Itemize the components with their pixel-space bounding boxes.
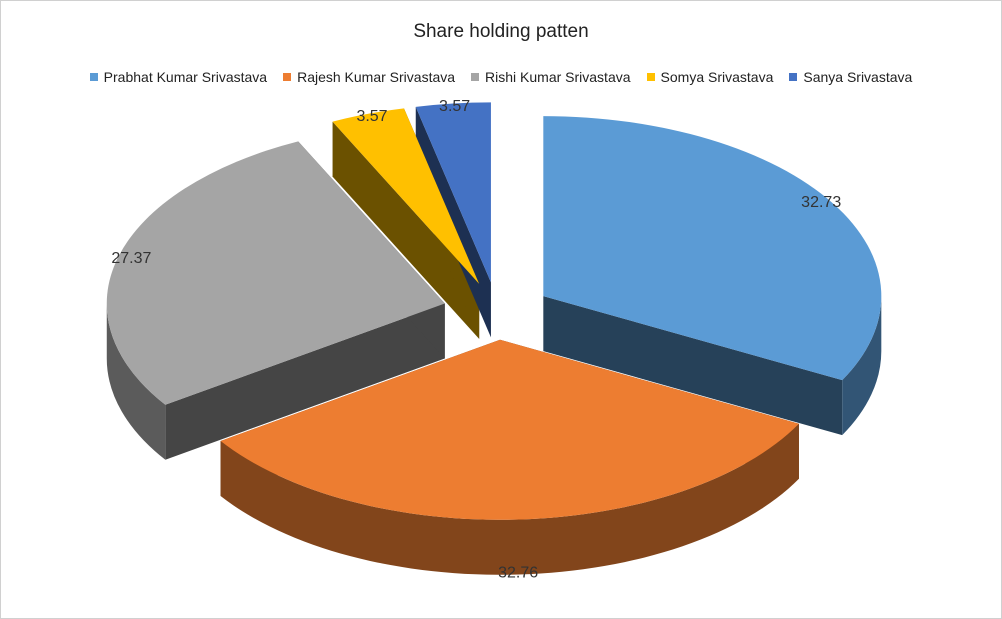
pie-slice-4	[415, 102, 491, 283]
data-label: 32.73	[801, 194, 841, 211]
legend-swatch	[471, 73, 480, 81]
pie-slice-side	[543, 296, 843, 436]
legend-label: Prabhat Kumar Srivastava	[103, 69, 268, 85]
pie-slice-3	[332, 108, 480, 284]
data-label: 32.76	[498, 565, 538, 582]
legend-item-1: Rajesh Kumar Srivastava	[283, 69, 455, 85]
pie-slice-side	[332, 121, 480, 339]
legend-swatch	[646, 73, 655, 81]
pie-slice-front	[106, 303, 166, 460]
legend-swatch	[283, 73, 292, 81]
pie-slice-front	[220, 423, 799, 575]
chart-legend: Prabhat Kumar Srivastava Rajesh Kumar Sr…	[1, 69, 1001, 85]
legend-label: Somya Srivastava	[660, 69, 774, 85]
legend-item-4: Sanya Srivastava	[789, 69, 912, 85]
pie-slice-0	[543, 116, 882, 381]
legend-item-2: Rishi Kumar Srivastava	[471, 69, 631, 85]
chart-title: Share holding patten	[413, 21, 589, 42]
legend-item-0: Prabhat Kumar Srivastava	[89, 69, 268, 85]
pie-slice-front	[842, 296, 882, 436]
data-label: 3.57	[439, 98, 470, 115]
data-label: 3.57	[356, 108, 387, 125]
legend-swatch	[89, 73, 98, 81]
pie-slice-side	[165, 303, 445, 460]
legend-label: Rajesh Kumar Srivastava	[297, 69, 456, 85]
legend-label: Rishi Kumar Srivastava	[485, 69, 631, 85]
pie-slice-1	[220, 339, 799, 520]
legend-swatch	[789, 73, 798, 81]
legend-item-3: Somya Srivastava	[646, 69, 774, 85]
pie-slice-2	[106, 141, 445, 405]
legend-label: Sanya Srivastava	[803, 69, 913, 85]
pie-slice-side	[415, 106, 491, 338]
data-label: 27.37	[111, 250, 151, 267]
